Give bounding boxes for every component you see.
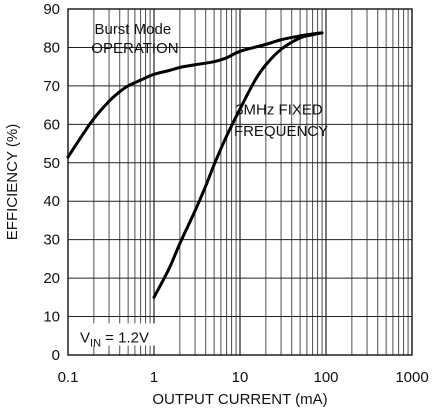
annotation-fixed-frequency-line-1: 3MHz FIXED [235, 102, 323, 119]
x-axis-title: OUTPUT CURRENT (mA) [152, 391, 327, 408]
y-tick-label-7: 70 [43, 78, 60, 95]
annotation-fixed-frequency-line-2: FREQUENCY [234, 123, 328, 140]
annotation-burst-mode: Burst Mode OPERATION [91, 21, 178, 57]
x-tick-label-0: 0.1 [58, 369, 79, 386]
y-tick-label-9: 90 [43, 1, 60, 18]
vin-subscript: IN [90, 338, 101, 350]
grid [68, 9, 412, 355]
series-line-1 [152, 31, 324, 299]
y-tick-label-3: 30 [43, 232, 60, 249]
y-tick-label-5: 50 [43, 155, 60, 172]
x-tick-label-3: 100 [313, 369, 338, 386]
annotation-fixed-frequency: 3MHz FIXED FREQUENCY [234, 102, 328, 140]
y-tick-label-0: 0 [52, 347, 60, 364]
y-axis-title: EFFICIENCY (%) [4, 124, 21, 240]
annotation-burst-mode-line-1: Burst Mode [94, 21, 171, 38]
x-tick-label-2: 10 [232, 369, 249, 386]
y-tick-label-6: 60 [43, 116, 60, 133]
y-tick-label-4: 40 [43, 193, 60, 210]
series-line-0 [66, 31, 324, 159]
vin-label-background [72, 323, 168, 346]
series-layer [66, 31, 324, 299]
y-tick-label-2: 20 [43, 270, 60, 287]
x-tick-label-4: 1000 [395, 369, 428, 386]
annotation-burst-mode-line-2: OPERATION [91, 40, 178, 57]
plot-frame [67, 8, 413, 356]
y-tick-label-1: 10 [43, 309, 60, 326]
vin-prefix: V [80, 330, 90, 347]
y-tick-label-8: 80 [43, 39, 60, 56]
x-tick-label-1: 1 [150, 369, 158, 386]
vin-suffix: = 1.2V [101, 330, 149, 347]
tick-labels: 0 10 20 30 40 50 60 70 80 90 0.1 1 10 100 1000 [43, 1, 428, 386]
annotation-vin: VIN = 1.2V [80, 330, 149, 350]
